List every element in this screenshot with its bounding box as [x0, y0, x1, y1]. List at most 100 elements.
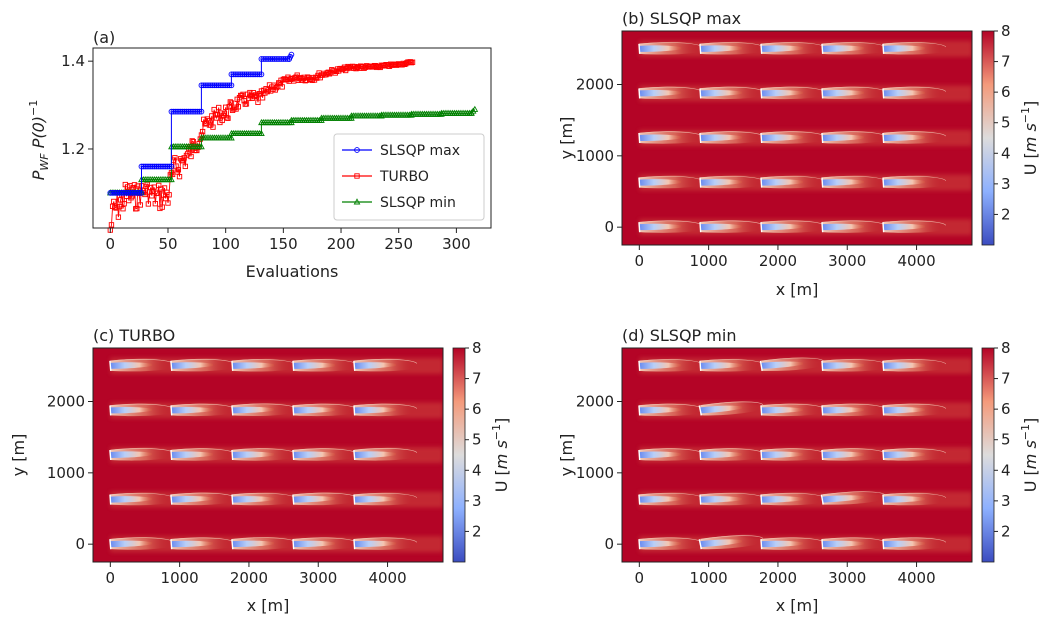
data-point — [219, 82, 225, 89]
data-point — [275, 56, 281, 62]
turbine-row — [638, 85, 972, 102]
wake-core — [761, 89, 804, 97]
panel-a-x-ticks: 0 50 100 150 200 250 300 — [106, 228, 471, 253]
colorbar-label-prefix: U [ — [1021, 469, 1040, 492]
data-point — [157, 163, 164, 170]
turbine-row — [638, 130, 972, 146]
data-point — [113, 205, 119, 211]
wake-core — [639, 540, 682, 548]
data-point — [111, 190, 117, 196]
wake-core — [639, 223, 682, 231]
colorbar-scale — [981, 347, 995, 563]
data-point — [134, 205, 140, 212]
turbine-rotor — [231, 360, 234, 371]
data-point — [277, 56, 283, 62]
data-point — [256, 71, 263, 78]
colorbar-tick-label: 6 — [472, 400, 482, 418]
turbine-rotor — [821, 449, 824, 461]
colorbar-tick-label: 2 — [472, 522, 482, 540]
data-point — [280, 56, 287, 62]
wake-core — [293, 362, 336, 369]
wake-core — [293, 451, 336, 459]
turbine-rotor — [821, 177, 824, 188]
wake-core — [232, 540, 275, 548]
turbine-rotor — [638, 43, 641, 54]
x-tick-label: 0 — [635, 569, 645, 587]
wake-core — [110, 451, 153, 458]
colorbar-tick-label: 7 — [1001, 370, 1011, 388]
data-point — [198, 82, 205, 89]
turbine-rotor — [109, 360, 112, 371]
turbine-rotor — [353, 360, 356, 371]
panel-a-axes-frame — [92, 47, 492, 229]
turbine-wake — [170, 358, 235, 372]
data-point — [207, 82, 214, 89]
wake-core — [822, 495, 865, 503]
panel-a-y-axis-label-rest: P(0) — [29, 116, 48, 153]
wake-core — [700, 451, 743, 459]
data-point — [206, 82, 212, 89]
turbine-rotor — [353, 494, 356, 505]
legend-label: SLSQP max — [380, 143, 460, 159]
panel-a-y-ticks: 1.2 1.4 — [61, 52, 93, 158]
colorbar-scale — [452, 347, 466, 563]
turbine-wake — [882, 403, 947, 417]
data-point — [129, 190, 136, 196]
turbine-wake — [170, 448, 235, 461]
data-point — [198, 108, 205, 115]
data-point — [170, 108, 177, 115]
turbine-rotor — [882, 222, 885, 233]
colorbar-label-sup: −1 — [1019, 107, 1032, 123]
data-point — [166, 192, 172, 198]
turbine-wake — [821, 537, 886, 550]
panel-a-series-layer — [106, 51, 479, 233]
turbine-wake — [882, 175, 947, 189]
turbine-wake — [170, 492, 235, 506]
legend-label: TURBO — [379, 169, 429, 185]
turbine-wake — [353, 403, 418, 417]
data-point — [278, 56, 285, 62]
turbine-wake — [699, 41, 764, 55]
y-tick-label: 0 — [604, 218, 614, 236]
legend-entry: SLSQP min — [342, 195, 456, 211]
turbine-rotor — [699, 222, 702, 233]
turbine-wake — [292, 448, 357, 461]
colorbar-tick-label: 7 — [472, 370, 482, 388]
colorbar-tick-label: 5 — [472, 431, 482, 449]
wake-core — [883, 451, 926, 459]
turbine-wake — [109, 403, 174, 417]
turbine-rotor — [292, 360, 295, 371]
data-point — [314, 75, 320, 81]
turbine-wake — [821, 86, 886, 100]
data-point — [209, 82, 216, 89]
x-tick-label: 1000 — [161, 569, 199, 587]
wake-contour — [354, 448, 418, 453]
data-point — [247, 89, 253, 96]
turbine-rotor — [638, 360, 641, 371]
wake-core — [883, 362, 926, 369]
panel-b-title: (b) SLSQP max — [622, 9, 741, 28]
data-point — [131, 182, 138, 188]
wake-core — [110, 540, 153, 548]
panel-a-x-axis-label: Evaluations — [246, 262, 339, 281]
data-point — [182, 163, 188, 170]
data-point — [469, 107, 477, 114]
wake-core — [171, 540, 214, 548]
data-point — [249, 71, 255, 78]
data-point — [279, 84, 285, 90]
data-point — [172, 108, 179, 115]
panel-c-colorbar: 2 3 4 5 6 7 8 U [m s−1] — [452, 339, 511, 563]
wake-core — [293, 540, 336, 548]
turbine-rotor — [821, 88, 824, 99]
colorbar-label: U [m s−1] — [1019, 101, 1040, 176]
data-point — [214, 111, 221, 118]
turbine-wake — [882, 41, 947, 55]
data-point — [189, 138, 195, 144]
turbine-wake — [759, 356, 825, 371]
turbine-wake — [638, 448, 703, 461]
data-point — [243, 71, 250, 78]
turbine-row — [109, 536, 443, 553]
panel-c-ticks: 0 1000 2000 3000 4000 0 1000 2000 — [47, 393, 407, 588]
wake-core — [883, 223, 926, 231]
